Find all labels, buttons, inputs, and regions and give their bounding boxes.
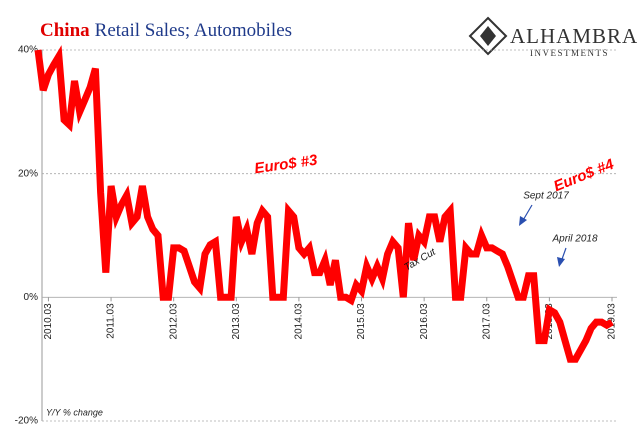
annotation: April 2018 xyxy=(551,234,597,245)
logo-diamond xyxy=(468,16,508,56)
arrow-head xyxy=(557,257,565,267)
y-axis-label: Y/Y % change xyxy=(46,407,103,417)
title-rest: Retail Sales; Automobiles xyxy=(95,20,292,41)
x-tick-label: 2010.03 xyxy=(43,303,54,340)
x-tick-label: 2017.03 xyxy=(481,303,492,340)
x-tick-label: 2019.03 xyxy=(607,303,618,340)
logo-inner xyxy=(480,26,496,46)
x-tick-label: 2013.03 xyxy=(231,303,242,340)
arrows xyxy=(519,204,567,267)
x-tick-label: 2012.03 xyxy=(168,303,179,340)
y-tick-label: 40% xyxy=(18,45,38,56)
annotation: Sept 2017 xyxy=(523,191,569,202)
arrow-head xyxy=(519,216,527,226)
y-tick-label: 0% xyxy=(24,292,39,303)
logo: ALHAMBRA INVESTMENTS xyxy=(468,16,638,58)
x-tick-label: 2011.03 xyxy=(106,303,117,339)
logo-sub: INVESTMENTS xyxy=(530,48,609,58)
data-line xyxy=(34,45,614,363)
y-tick-label: -20% xyxy=(15,416,38,427)
chart-title: China Retail Sales; Automobiles xyxy=(40,20,292,41)
logo-name: ALHAMBRA xyxy=(510,24,638,48)
x-tick-label: 2016.03 xyxy=(419,303,430,340)
x-tick-label: 2015.03 xyxy=(356,303,367,340)
title-highlight: China xyxy=(40,20,90,41)
x-tick-label: 2014.03 xyxy=(294,303,305,340)
y-tick-label: 20% xyxy=(18,168,38,179)
